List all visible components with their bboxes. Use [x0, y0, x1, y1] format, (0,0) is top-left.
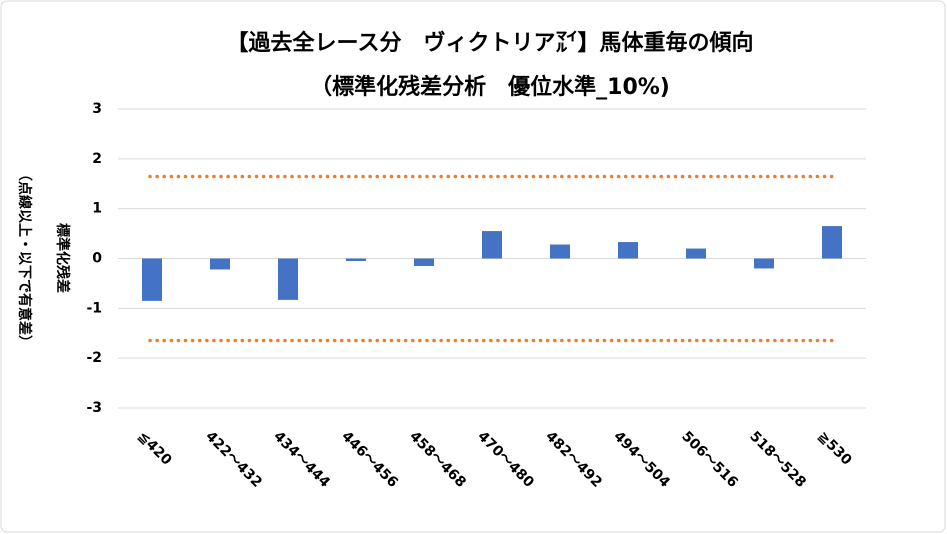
bar: [618, 242, 638, 259]
bar: [414, 258, 434, 266]
chart-title: 【過去全レース分 ヴィクトリア㍄】馬体重毎の傾向: [227, 30, 754, 56]
y-tick-label: -1: [86, 300, 102, 316]
bar: [278, 258, 298, 300]
bar: [142, 258, 162, 301]
y-axis-note: （点線以上・以下で有意差）: [16, 167, 33, 349]
y-tick-label: 2: [92, 151, 102, 167]
bar: [686, 248, 706, 259]
y-tick-label: 3: [92, 101, 102, 117]
y-tick-label: 1: [92, 201, 102, 217]
bar: [822, 226, 842, 259]
bar: [550, 244, 570, 259]
chart-subtitle: （標準化残差分析 優位水準_10%): [310, 74, 670, 100]
bar: [754, 258, 774, 269]
y-tick-label: 0: [92, 251, 102, 267]
bar: [346, 258, 366, 261]
bar: [210, 258, 230, 270]
y-axis-title: 標準化残差: [54, 223, 71, 293]
bar: [482, 231, 502, 259]
y-tick-label: -2: [86, 350, 102, 366]
y-tick-label: -3: [86, 400, 102, 416]
